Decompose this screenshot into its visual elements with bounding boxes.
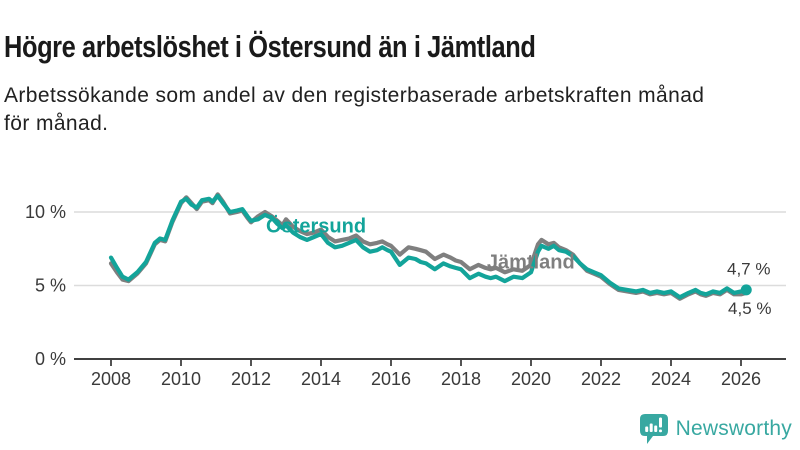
x-tick-label-2010: 2010 <box>161 369 201 389</box>
x-tick-label-2016: 2016 <box>371 369 411 389</box>
newsworthy-bubble-icon <box>639 414 668 444</box>
page-title: Högre arbetslöshet i Östersund än i Jämt… <box>4 28 536 64</box>
subtitle-line-1: Arbetssökande som andel av den registerb… <box>4 84 705 107</box>
x-tick-label-2018: 2018 <box>441 369 481 389</box>
x-tick-label-2008: 2008 <box>91 369 131 389</box>
end-value-label-ostersund: 4,7 % <box>727 259 770 278</box>
end-value-label-jamtland: 4,5 % <box>728 299 771 318</box>
y-tick-label-5pct: 5 % <box>35 276 66 296</box>
y-tick-label-0pct: 0 % <box>35 349 66 369</box>
newsworthy-logo[interactable]: Newsworthy <box>639 413 792 445</box>
series-line-stersund <box>108 193 749 300</box>
x-tick-label-2024: 2024 <box>651 369 691 389</box>
logo-bars-icon <box>644 417 662 433</box>
series-label-jamtland: Jämtland <box>487 252 575 274</box>
series-line-jmtland <box>108 192 749 301</box>
y-tick-label-10pct: 10 % <box>25 202 66 222</box>
subtitle-line-2: för månad. <box>4 112 109 135</box>
x-tick-label-2012: 2012 <box>231 369 271 389</box>
latest-point-dot-stersund <box>740 284 752 296</box>
series-label-ostersund: Östersund <box>266 215 366 238</box>
chart-subtitle: Arbetssökande som andel av den registerb… <box>4 82 704 138</box>
x-tick-label-2022: 2022 <box>581 369 621 389</box>
newsworthy-logo-text: Newsworthy <box>675 417 792 440</box>
x-tick-label-2020: 2020 <box>511 369 551 389</box>
x-tick-label-2014: 2014 <box>301 369 341 389</box>
x-tick-label-2026: 2026 <box>721 369 761 389</box>
